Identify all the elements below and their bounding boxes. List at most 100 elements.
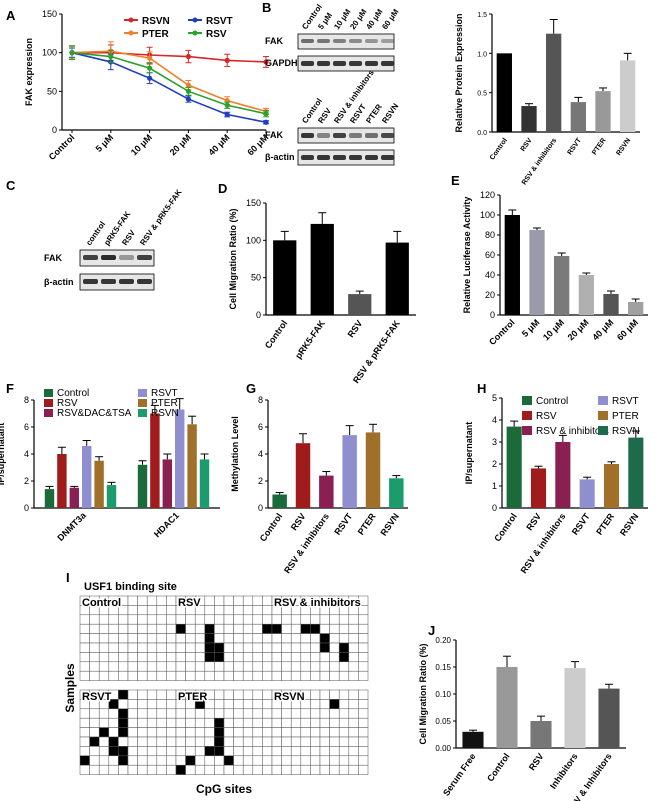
blot-band bbox=[83, 279, 98, 284]
grid-0: Control bbox=[79, 595, 177, 681]
grid-cell bbox=[137, 633, 148, 644]
grid-cell bbox=[281, 614, 292, 625]
grid-cell bbox=[79, 642, 90, 653]
y-tick-label: 0 bbox=[24, 503, 29, 513]
x-tick-label: 60 μM bbox=[615, 317, 640, 342]
y-tick-label: 2 bbox=[24, 476, 29, 486]
grid-cell bbox=[127, 764, 138, 775]
grid-cell bbox=[223, 717, 234, 728]
grid-cell bbox=[310, 727, 321, 738]
grid-cell bbox=[271, 755, 282, 766]
grid-cell bbox=[310, 755, 321, 766]
grid-cell bbox=[166, 755, 177, 766]
bar bbox=[462, 731, 484, 748]
methylated-cell bbox=[214, 727, 225, 738]
methylated-cell bbox=[118, 708, 129, 719]
chart-panel-J: 0.00 0.05 0.10 0.15 0.20 Cell Migration Ratio… bbox=[418, 636, 626, 801]
grid-cell bbox=[108, 727, 119, 738]
grid-cell bbox=[262, 661, 273, 672]
grid-cell bbox=[223, 633, 234, 644]
grid-cell bbox=[252, 689, 263, 700]
grid-cell bbox=[329, 661, 340, 672]
y-tick-label: 100 bbox=[246, 235, 261, 245]
grid-cell bbox=[194, 633, 206, 644]
grid-cell bbox=[98, 746, 110, 757]
x-tick-label: Control bbox=[489, 137, 509, 161]
grid-label: RSVT bbox=[82, 691, 112, 703]
data-point bbox=[224, 102, 230, 108]
grid-cell bbox=[185, 717, 196, 728]
grid-cell bbox=[338, 661, 350, 672]
grid-cell bbox=[223, 708, 234, 719]
grid-cell bbox=[185, 614, 196, 625]
legend-label: RSV bbox=[206, 29, 227, 40]
methylated-cell bbox=[300, 623, 311, 634]
grid-cell bbox=[329, 708, 340, 719]
methylated-cell bbox=[319, 642, 330, 653]
bar bbox=[578, 275, 594, 315]
grid-cell bbox=[127, 595, 138, 606]
bar bbox=[570, 102, 586, 132]
grid-cell bbox=[127, 614, 138, 625]
grid-cell bbox=[358, 717, 369, 728]
methylated-cell bbox=[175, 623, 186, 634]
y-tick-label: 3 bbox=[492, 437, 497, 447]
blot-band bbox=[301, 155, 314, 160]
bar bbox=[504, 215, 520, 315]
y-tick-label: 8 bbox=[24, 395, 29, 405]
grid-cell bbox=[348, 652, 359, 663]
legend-swatch bbox=[44, 389, 53, 397]
bar bbox=[554, 256, 570, 315]
legend-label: PTER bbox=[142, 29, 169, 40]
grid-cell bbox=[271, 708, 282, 719]
grid-cell bbox=[194, 746, 206, 757]
grid-cell bbox=[89, 670, 100, 681]
grid-cell bbox=[204, 717, 215, 728]
grid-cell bbox=[185, 652, 196, 663]
y-tick-label: 150 bbox=[246, 198, 261, 208]
grid-cell bbox=[108, 670, 119, 681]
grid-cell bbox=[204, 661, 215, 672]
grid-cell bbox=[233, 642, 244, 653]
grid-cell bbox=[271, 642, 282, 653]
grid-cell bbox=[262, 633, 273, 644]
grid-cell bbox=[300, 633, 311, 644]
grid-cell bbox=[300, 661, 311, 672]
legend-label: Control bbox=[536, 396, 568, 407]
grid-cell bbox=[281, 670, 292, 681]
grid-cell bbox=[223, 642, 234, 653]
grid-cell bbox=[146, 633, 158, 644]
grid-cell bbox=[79, 652, 90, 663]
grid-cell bbox=[98, 642, 110, 653]
grid-cell bbox=[300, 755, 311, 766]
legend-marker bbox=[128, 30, 134, 36]
grid-cell bbox=[89, 652, 100, 663]
grid-cell bbox=[310, 689, 321, 700]
y-tick-label: 8 bbox=[258, 395, 263, 405]
grid-cell bbox=[204, 764, 215, 775]
grid-cell bbox=[137, 670, 148, 681]
grid-cell bbox=[156, 699, 167, 710]
grid-cell bbox=[127, 736, 138, 747]
grid-cell bbox=[338, 699, 350, 710]
legend-swatch bbox=[598, 396, 608, 405]
grid-cell bbox=[118, 736, 129, 747]
blot-row-label: FAK bbox=[265, 36, 284, 46]
grid-cell bbox=[300, 614, 311, 625]
grid-cell bbox=[319, 661, 330, 672]
legend-label: PTER bbox=[151, 398, 178, 409]
grid-cell bbox=[194, 614, 206, 625]
grid-4: PTER bbox=[175, 689, 273, 775]
x-tick-label: DNMT3a bbox=[55, 510, 88, 543]
bar bbox=[595, 91, 611, 132]
grid-cell bbox=[204, 708, 215, 719]
y-tick-label: 20 bbox=[485, 290, 495, 300]
grid-cell bbox=[146, 689, 158, 700]
legend-marker bbox=[192, 30, 198, 36]
grid-cell bbox=[185, 642, 196, 653]
grid-cell bbox=[214, 661, 225, 672]
bar bbox=[94, 460, 104, 508]
grid-cell bbox=[127, 746, 138, 757]
grid-cell bbox=[281, 736, 292, 747]
grid-cell bbox=[223, 727, 234, 738]
